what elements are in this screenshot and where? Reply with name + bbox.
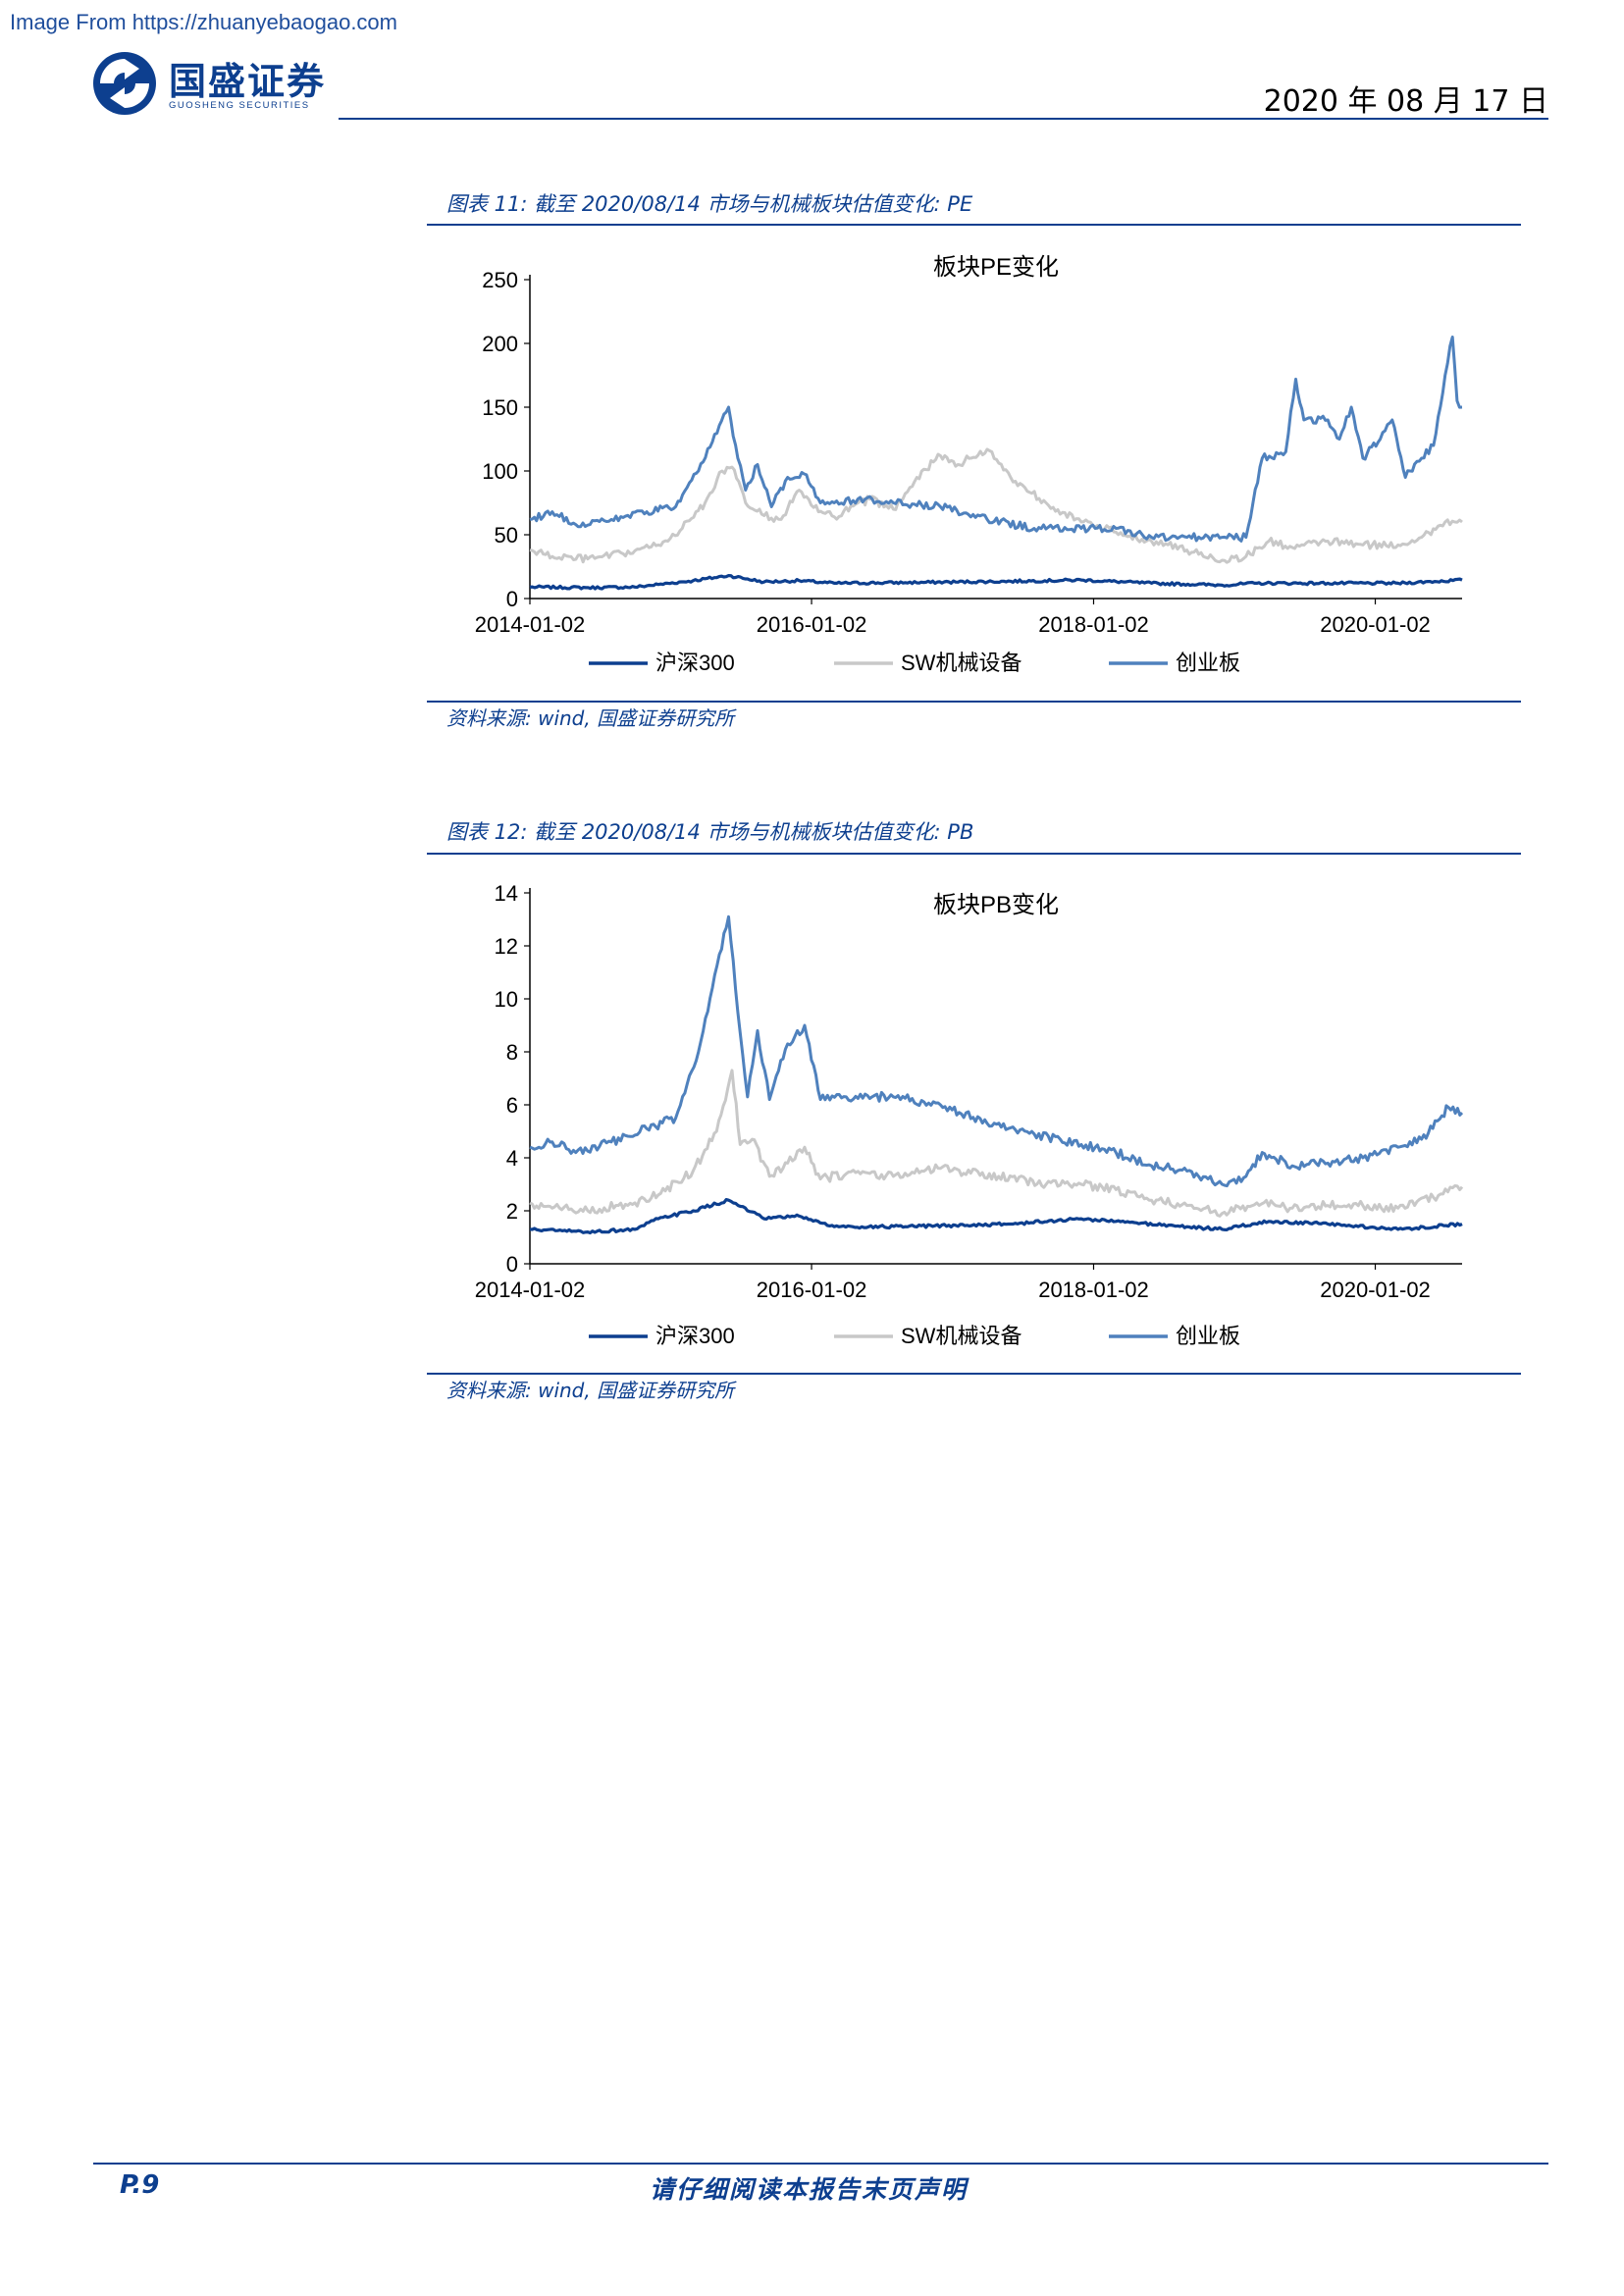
y-tick-label: 250: [482, 268, 518, 292]
y-tick-label: 150: [482, 395, 518, 420]
x-tick-label: 2020-01-02: [1320, 612, 1431, 637]
x-tick-label: 2018-01-02: [1038, 1278, 1149, 1302]
series-line: [529, 1069, 1464, 1218]
legend-label: 创业板: [1176, 1324, 1240, 1348]
figure-12-source: 资料来源: wind, 国盛证券研究所: [446, 1379, 735, 1402]
figure-12-caption: 图表 12: 截至 2020/08/14 市场与机械板块估值变化: PB: [446, 820, 974, 844]
y-tick-label: 4: [506, 1146, 518, 1171]
legend-label: 沪深300: [655, 1324, 735, 1348]
pb-chart: 板块PB变化 0 2 4 6 8 10 12 14 2014-01-02 2016-01-02 201…: [461, 873, 1482, 1364]
footer-divider: [93, 2163, 1548, 2165]
series-line: [529, 336, 1463, 543]
x-tick-label: 2016-01-02: [757, 612, 867, 637]
x-tick-label: 2016-01-02: [757, 1278, 867, 1302]
pe-chart: 板块PE变化 0 50 100 150 200 250 2014-01-02 2016-01-0…: [461, 245, 1482, 697]
legend-label: 创业板: [1176, 651, 1240, 675]
header-divider: [339, 118, 1548, 120]
series-line: [529, 914, 1464, 1188]
x-tick-label: 2014-01-02: [475, 612, 586, 637]
y-tick-label: 10: [495, 987, 518, 1012]
y-tick-label: 8: [506, 1040, 518, 1065]
figure-11-bottom-rule: [427, 701, 1521, 703]
legend-label: SW机械设备: [901, 651, 1022, 675]
figure-11-caption: 图表 11: 截至 2020/08/14 市场与机械板块估值变化: PE: [446, 192, 973, 216]
legend-label: 沪深300: [655, 651, 735, 675]
series-line: [529, 447, 1463, 564]
series-line: [529, 574, 1463, 591]
x-tick-label: 2014-01-02: [475, 1278, 586, 1302]
figure-12-top-rule: [427, 853, 1521, 855]
disclaimer-note: 请仔细阅读本报告末页声明: [650, 2175, 969, 2204]
chart-title: 板块PB变化: [933, 892, 1059, 918]
figure-12-bottom-rule: [427, 1373, 1521, 1375]
y-tick-label: 200: [482, 332, 518, 356]
brand-name-cn: 国盛证券: [169, 60, 327, 103]
x-tick-label: 2020-01-02: [1320, 1278, 1431, 1302]
y-tick-label: 0: [506, 587, 518, 611]
pe-chart-svg: 板块PE变化 0 50 100 150 200 250 2014-01-02 2016-01-0…: [475, 254, 1463, 675]
legend-label: SW机械设备: [901, 1324, 1022, 1348]
x-tick-label: 2018-01-02: [1038, 612, 1149, 637]
y-tick-label: 0: [506, 1252, 518, 1277]
y-tick-label: 100: [482, 459, 518, 484]
figure-11-top-rule: [427, 224, 1521, 226]
y-tick-label: 12: [495, 934, 518, 959]
watermark-text: Image From https://zhuanyebaogao.com: [10, 10, 397, 34]
report-date: 2020 年 08 月 17 日: [1263, 84, 1548, 119]
y-tick-label: 6: [506, 1093, 518, 1118]
pb-chart-svg: 板块PB变化 0 2 4 6 8 10 12 14 2014-01-02 2016-01-02 201…: [475, 881, 1464, 1348]
y-tick-label: 50: [495, 523, 518, 548]
figure-11-source: 资料来源: wind, 国盛证券研究所: [446, 706, 735, 730]
series-line: [529, 1198, 1463, 1235]
y-tick-label: 2: [506, 1199, 518, 1224]
y-tick-label: 14: [495, 881, 518, 906]
chart-title: 板块PE变化: [933, 254, 1059, 281]
guosheng-logo-icon: [93, 52, 156, 115]
brand-name-en: GUOSHENG SECURITIES: [169, 100, 310, 111]
company-logo: 国盛证券 GUOSHENG SECURITIES: [90, 49, 345, 118]
page-number: P.9: [120, 2170, 160, 2200]
